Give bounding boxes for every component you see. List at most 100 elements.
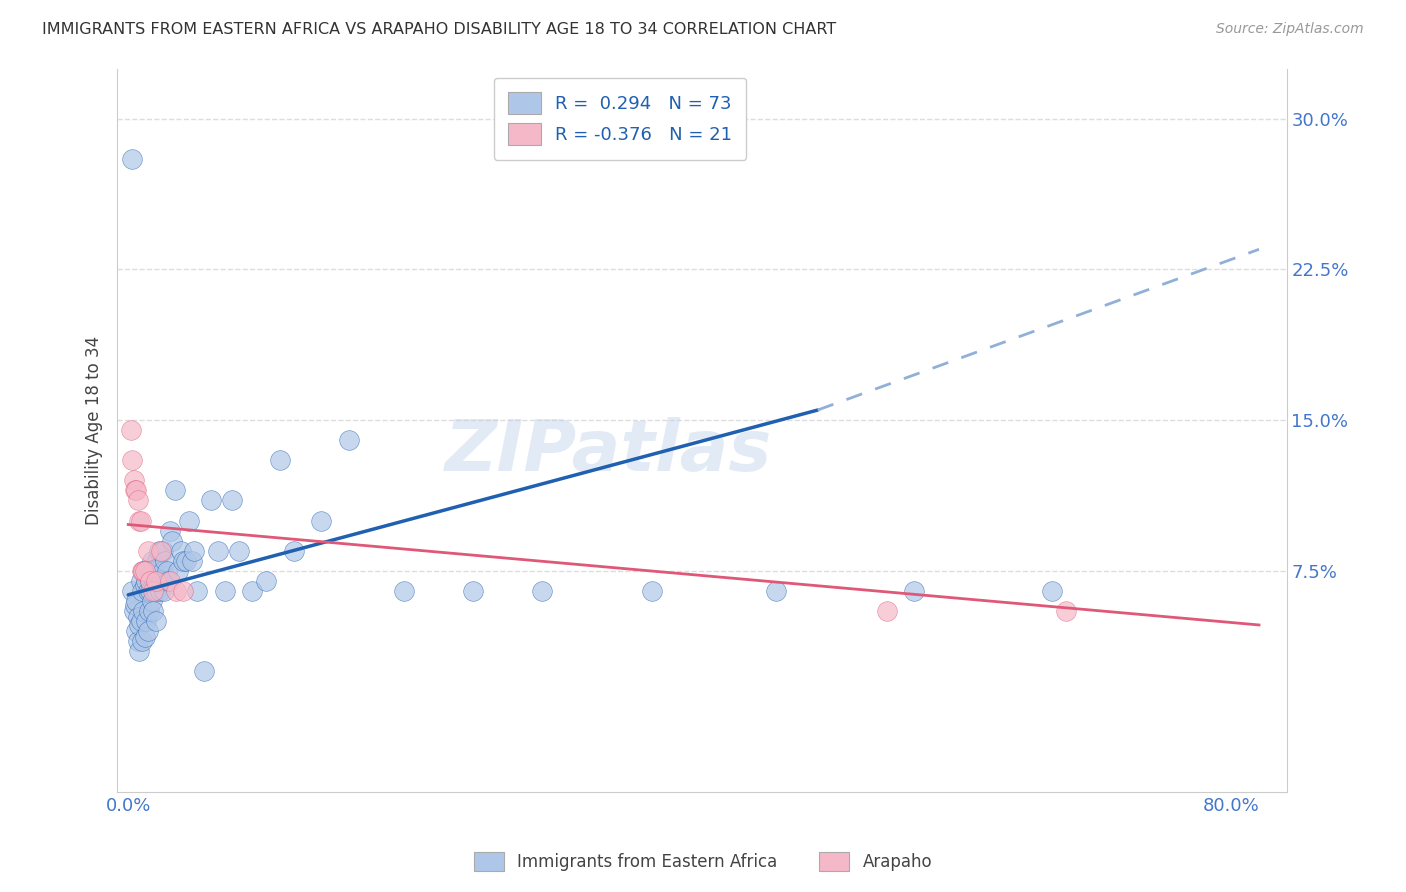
Point (240, 583, 263, 598)
Point (125, 594, 148, 608)
Point (129, 574, 152, 588)
Point (283, 543, 305, 558)
Point (162, 533, 184, 548)
Point (221, 493, 243, 508)
Point (135, 574, 157, 588)
Point (876, 604, 898, 618)
Point (149, 583, 172, 598)
Point (174, 554, 197, 568)
Text: Source: ZipAtlas.com: Source: ZipAtlas.com (1216, 22, 1364, 37)
Point (128, 644, 150, 658)
Point (139, 574, 162, 588)
Point (139, 583, 162, 598)
Point (127, 634, 149, 648)
Point (392, 583, 415, 598)
Point (172, 583, 194, 598)
Point (1040, 583, 1063, 598)
Point (183, 543, 205, 558)
Point (148, 543, 170, 558)
Point (141, 594, 163, 608)
Point (134, 578, 156, 592)
Point (193, 664, 215, 678)
Point (134, 564, 156, 578)
Legend: Immigrants from Eastern Africa, Arapaho: Immigrants from Eastern Africa, Arapaho (465, 843, 941, 880)
Point (157, 574, 180, 588)
Point (152, 564, 174, 578)
Point (121, 453, 143, 467)
Legend: R =  0.294   N = 73, R = -0.376   N = 21: R = 0.294 N = 73, R = -0.376 N = 21 (494, 78, 747, 160)
Point (765, 583, 787, 598)
Point (145, 614, 167, 628)
Point (254, 574, 277, 588)
Point (141, 554, 163, 568)
Point (131, 564, 153, 578)
Point (132, 604, 155, 618)
Point (131, 583, 153, 598)
Point (129, 614, 152, 628)
Point (903, 583, 925, 598)
Point (165, 483, 187, 498)
Point (128, 618, 150, 632)
Point (132, 564, 155, 578)
Point (311, 514, 333, 528)
Point (145, 574, 167, 588)
Point (156, 564, 179, 578)
Point (139, 574, 162, 588)
Point (167, 564, 190, 578)
Point (180, 554, 202, 568)
Point (136, 583, 159, 598)
Point (127, 610, 149, 624)
Point (121, 152, 143, 166)
Point (169, 543, 191, 558)
Point (337, 433, 360, 447)
Point (125, 624, 148, 638)
Point (1054, 604, 1077, 618)
Point (641, 583, 664, 598)
Point (129, 514, 152, 528)
Point (153, 583, 176, 598)
Point (124, 483, 146, 498)
Y-axis label: Disability Age 18 to 34: Disability Age 18 to 34 (86, 335, 103, 524)
Point (142, 583, 165, 598)
Point (121, 583, 143, 598)
Point (125, 483, 148, 498)
Point (138, 564, 160, 578)
Point (207, 543, 229, 558)
Point (228, 543, 250, 558)
Point (128, 514, 150, 528)
Point (152, 543, 174, 558)
Point (143, 574, 166, 588)
Text: ZIPatlas: ZIPatlas (444, 417, 772, 486)
Point (155, 554, 177, 568)
Point (142, 564, 165, 578)
Point (132, 564, 155, 578)
Point (127, 493, 149, 508)
Point (136, 624, 159, 638)
Point (159, 574, 181, 588)
Point (461, 583, 484, 598)
Point (120, 423, 142, 437)
Point (166, 583, 188, 598)
Point (122, 604, 145, 618)
Point (200, 493, 222, 508)
Point (146, 554, 169, 568)
Point (134, 630, 156, 644)
Point (186, 583, 208, 598)
Point (214, 583, 236, 598)
Point (131, 634, 153, 648)
Point (138, 604, 160, 618)
Point (530, 583, 553, 598)
Point (159, 524, 181, 538)
Text: IMMIGRANTS FROM EASTERN AFRICA VS ARAPAHO DISABILITY AGE 18 TO 34 CORRELATION CH: IMMIGRANTS FROM EASTERN AFRICA VS ARAPAH… (42, 22, 837, 37)
Point (269, 453, 291, 467)
Point (150, 574, 173, 588)
Point (145, 583, 167, 598)
Point (124, 598, 146, 612)
Point (172, 554, 194, 568)
Point (177, 514, 200, 528)
Point (142, 604, 165, 618)
Point (136, 543, 159, 558)
Point (150, 543, 173, 558)
Point (135, 614, 157, 628)
Point (122, 473, 145, 487)
